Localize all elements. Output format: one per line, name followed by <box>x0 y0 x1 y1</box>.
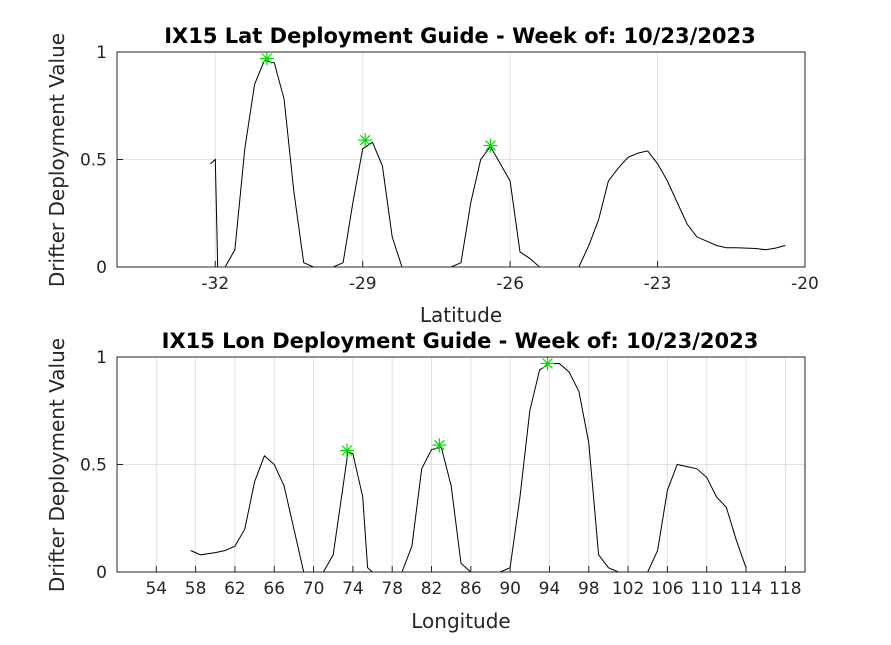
peak-marker <box>540 356 555 371</box>
x-tick-label: -20 <box>791 274 819 294</box>
x-tick-label: -32 <box>201 274 229 294</box>
peak-marker <box>358 133 373 148</box>
x-tick-label: 118 <box>769 579 801 599</box>
lat-ticks: -32 -29 -26 -23 -20 0 0.5 1 <box>80 43 819 294</box>
x-tick-label: 94 <box>539 579 561 599</box>
y-tick-label: 1 <box>96 43 107 63</box>
x-tick-label: 54 <box>145 579 167 599</box>
y-tick-label: 1 <box>96 348 107 368</box>
x-tick-label: 86 <box>460 579 482 599</box>
lat-y-axis-label: Drifter Deployment Value <box>45 33 69 287</box>
y-tick-label: 0.5 <box>80 151 107 171</box>
lat-chart: IX15 Lat Deployment Guide - Week of: 10/… <box>45 24 819 327</box>
peak-marker <box>483 138 498 153</box>
x-tick-label: 78 <box>381 579 403 599</box>
x-tick-label: 90 <box>499 579 521 599</box>
lon-series <box>190 363 747 573</box>
peak-marker <box>259 51 274 66</box>
lat-chart-title: IX15 Lat Deployment Guide - Week of: 10/… <box>164 24 756 48</box>
x-tick-label: 82 <box>421 579 443 599</box>
x-tick-label: 74 <box>342 579 364 599</box>
lon-chart-title: IX15 Lon Deployment Guide - Week of: 10/… <box>162 329 759 353</box>
lon-chart: IX15 Lon Deployment Guide - Week of: 10/… <box>45 329 806 633</box>
peak-marker <box>339 443 354 458</box>
x-tick-label: 106 <box>651 579 683 599</box>
series-line-0 <box>210 158 219 268</box>
y-tick-label: 0 <box>96 258 107 278</box>
x-tick-label: 114 <box>730 579 762 599</box>
lat-x-axis-label: Latitude <box>420 303 502 327</box>
x-tick-label: 98 <box>578 579 600 599</box>
x-tick-label: 62 <box>224 579 246 599</box>
lon-peaks <box>339 356 555 458</box>
series-line-0 <box>190 363 747 573</box>
lon-y-axis-label: Drifter Deployment Value <box>45 338 69 592</box>
x-tick-label: 58 <box>185 579 207 599</box>
x-tick-label: 70 <box>303 579 325 599</box>
x-tick-label: -23 <box>644 274 672 294</box>
y-tick-label: 0 <box>96 563 107 583</box>
x-tick-label: 102 <box>612 579 644 599</box>
plot-frame <box>116 356 806 573</box>
lon-ticks: 54 58 62 66 70 74 78 82 86 90 94 98 102 106 110 114 118 0… <box>80 348 806 599</box>
peak-marker <box>432 438 447 453</box>
x-tick-label: -26 <box>496 274 524 294</box>
x-tick-label: 66 <box>263 579 285 599</box>
x-tick-label: 110 <box>690 579 722 599</box>
plot-frame <box>116 51 806 268</box>
lon-x-axis-label: Longitude <box>411 609 510 633</box>
x-tick-label: -29 <box>349 274 377 294</box>
y-tick-label: 0.5 <box>80 456 107 476</box>
lat-peaks <box>259 51 498 153</box>
